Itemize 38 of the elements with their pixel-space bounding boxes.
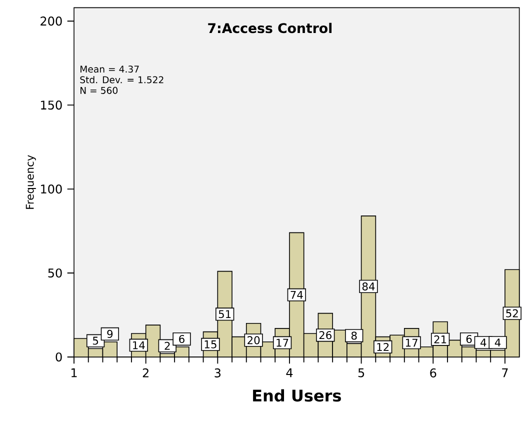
data-label: 6 <box>466 334 472 344</box>
y-axis-title: Frequency <box>26 155 36 209</box>
data-label: 51 <box>218 310 231 318</box>
x-tick-label: 6 <box>430 368 436 378</box>
y-tick-label: 150 <box>41 100 62 110</box>
data-label: 52 <box>506 309 518 318</box>
data-label: 4 <box>494 338 501 346</box>
annotation: Std. Dev. = 1.522 <box>80 76 164 84</box>
x-axis-title: End Users <box>253 389 341 402</box>
data-label: 4 <box>480 338 486 346</box>
x-tick-label: 2 <box>142 368 148 378</box>
y-tick-label: 100 <box>41 184 62 194</box>
data-label: 8 <box>351 332 357 340</box>
x-tick-label: 4 <box>286 368 293 378</box>
data-label: 26 <box>319 331 332 340</box>
data-label: 9 <box>107 330 113 338</box>
x-tick-label: 7 <box>502 368 508 378</box>
y-tick-label: 0 <box>56 352 62 362</box>
y-tick-label: 200 <box>40 16 62 26</box>
data-label: 84 <box>362 282 375 290</box>
annotation: Mean = 4.37 <box>80 66 139 73</box>
data-label: 17 <box>406 338 418 347</box>
data-label: 12 <box>377 342 389 351</box>
x-tick-label: 1 <box>72 368 77 378</box>
data-label: 74 <box>290 290 303 299</box>
data-label: 6 <box>179 334 184 344</box>
x-tick-label: 3 <box>214 368 221 378</box>
annotation: N = 560 <box>80 86 118 94</box>
y-tick-label: 50 <box>48 268 62 278</box>
data-label: 17 <box>276 338 288 347</box>
data-label: 21 <box>434 335 446 344</box>
x-tick-label: 5 <box>358 368 364 378</box>
data-label: 2 <box>164 342 170 350</box>
data-label: 15 <box>204 340 216 348</box>
data-label: 5 <box>92 336 98 345</box>
data-label: 20 <box>248 336 260 344</box>
data-label: 14 <box>133 341 145 350</box>
text: 7:Access Control <box>208 22 332 34</box>
